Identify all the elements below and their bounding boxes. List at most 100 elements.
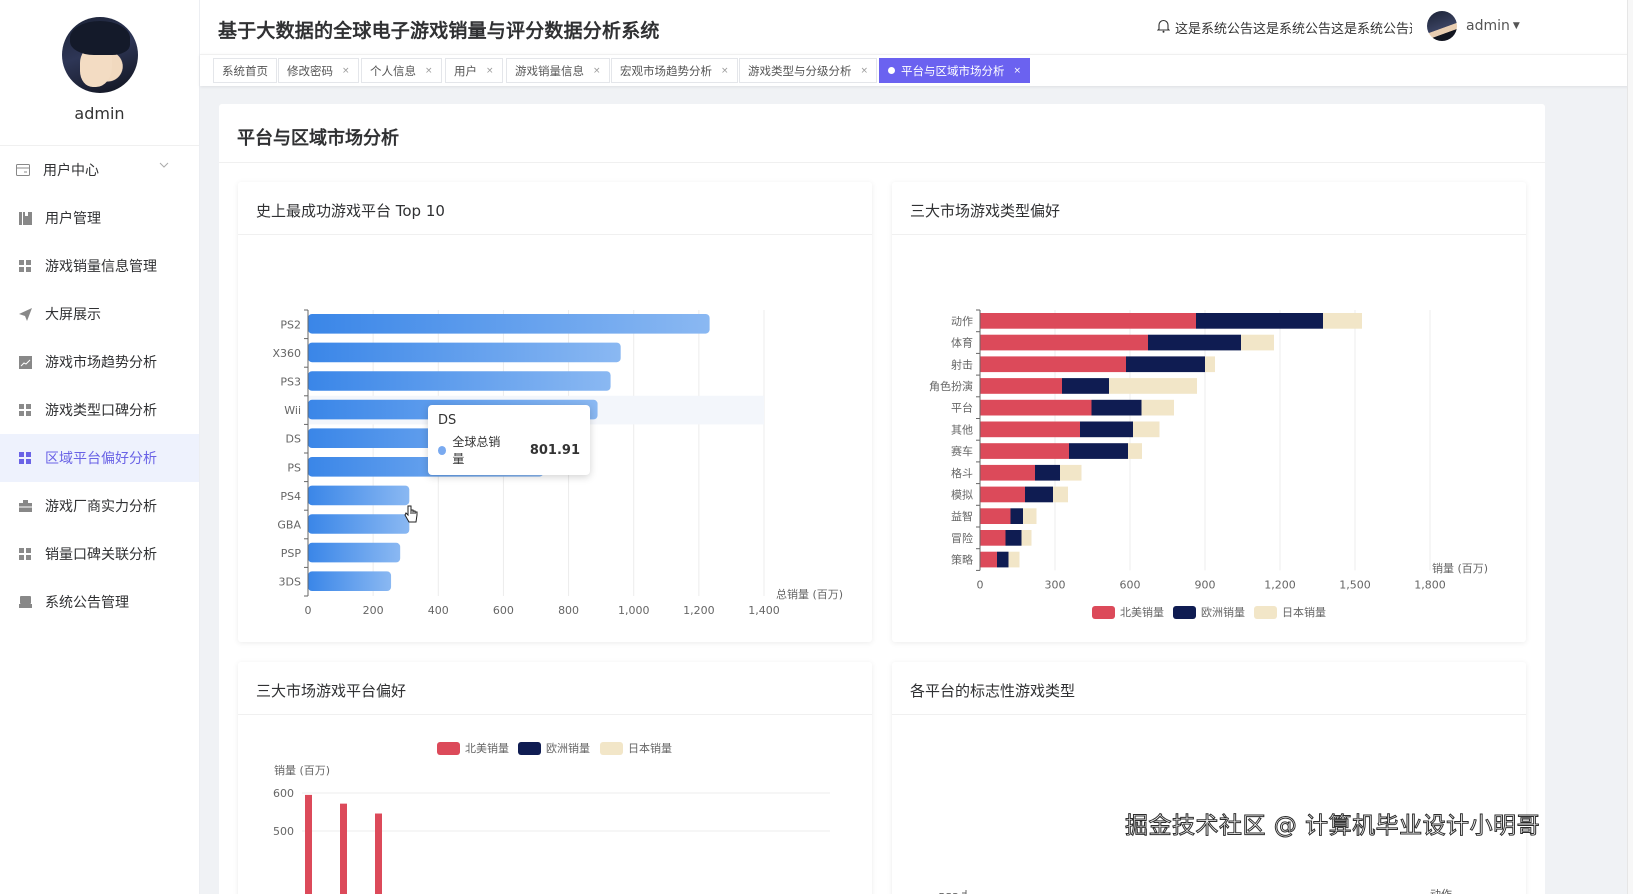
- user-name: admin: [1466, 18, 1510, 34]
- sidebar-item-label: 游戏市场趋势分析: [45, 355, 157, 371]
- tab-macro-trend[interactable]: 宏观市场趋势分析 ×: [611, 58, 738, 83]
- svg-text:1,200: 1,200: [683, 604, 715, 617]
- svg-text:600: 600: [1120, 578, 1141, 591]
- card-signature-genre: 各平台的标志性游戏类型 PS3X360DSPS4动作体育射击动作: [892, 662, 1526, 894]
- tab-label: 游戏类型与分级分析: [748, 63, 852, 78]
- sidebar-item-announcement[interactable]: 系统公告管理: [0, 578, 199, 626]
- sidebar-item-market-trend[interactable]: 游戏市场趋势分析: [0, 338, 199, 386]
- tab-label: 宏观市场趋势分析: [620, 63, 712, 78]
- sidebar-item-publisher-strength[interactable]: 游戏厂商实力分析: [0, 482, 199, 530]
- announcement-marquee[interactable]: 这是系统公告这是系统公告这是系统公告这: [1157, 18, 1412, 37]
- svg-text:平台: 平台: [951, 401, 973, 415]
- line-chart-icon: [18, 355, 32, 369]
- sidebar-item-user-center[interactable]: 用户中心: [0, 146, 199, 194]
- tab-label: 系统首页: [222, 63, 268, 78]
- sidebar-item-label: 游戏销量信息管理: [45, 259, 157, 275]
- close-icon[interactable]: ×: [486, 65, 494, 76]
- announcement-text: 这是系统公告这是系统公告这是系统公告这: [1175, 22, 1412, 37]
- user-dropdown[interactable]: admin ▼: [1427, 11, 1520, 41]
- divider: [892, 714, 1526, 715]
- svg-text:1,000: 1,000: [618, 604, 650, 617]
- tab-label: 个人信息: [370, 63, 416, 78]
- tab-change-password[interactable]: 修改密码 ×: [278, 58, 359, 83]
- svg-text:200: 200: [363, 604, 384, 617]
- svg-text:冒险: 冒险: [951, 531, 973, 545]
- svg-text:1,800: 1,800: [1414, 578, 1446, 591]
- close-icon[interactable]: ×: [1013, 65, 1022, 76]
- tab-sales-info[interactable]: 游戏销量信息 ×: [506, 58, 610, 83]
- sidebar-item-sales-reputation[interactable]: 销量口碑关联分析: [0, 530, 199, 578]
- close-icon[interactable]: ×: [593, 65, 601, 76]
- svg-text:600: 600: [493, 604, 514, 617]
- page-scrollbar[interactable]: [1627, 0, 1633, 894]
- svg-text:PSP: PSP: [281, 547, 302, 560]
- avatar: [1427, 11, 1457, 41]
- card-genre-preference: 三大市场游戏类型偏好 动作 体育 射击 角色扮演 平台 其他 赛车 格斗 模拟 益智 冒险 策略 0 3…: [892, 182, 1526, 642]
- grid-icon: [18, 259, 32, 273]
- sidebar-item-label: 销量口碑关联分析: [45, 547, 157, 563]
- divider: [238, 234, 872, 235]
- close-icon[interactable]: ×: [721, 65, 729, 76]
- sidebar-item-genre-reputation[interactable]: 游戏类型口碑分析: [0, 386, 199, 434]
- svg-text:欧洲销量: 欧洲销量: [1201, 605, 1245, 619]
- sidebar-item-label: 游戏类型口碑分析: [45, 403, 157, 419]
- tabs-bar: 系统首页 修改密码 × 个人信息 × 用户 × 游戏销量信息 × 宏观市场趋势分…: [200, 54, 1633, 86]
- svg-text:北美销量: 北美销量: [465, 741, 509, 755]
- tab-profile[interactable]: 个人信息 ×: [361, 58, 442, 83]
- svg-text:北美销量: 北美销量: [1120, 605, 1164, 619]
- signature-genre-chart[interactable]: PS3X360DSPS4动作体育射击动作: [892, 662, 1526, 894]
- close-icon[interactable]: ×: [860, 65, 869, 76]
- svg-text:400: 400: [428, 604, 449, 617]
- svg-text:模拟: 模拟: [951, 487, 973, 501]
- close-icon[interactable]: ×: [342, 65, 350, 76]
- sidebar-item-label: 区域平台偏好分析: [45, 451, 157, 467]
- svg-text:PS2: PS2: [280, 318, 301, 331]
- series-dot-icon: [438, 445, 447, 455]
- paper-plane-icon: [18, 307, 32, 321]
- avatar[interactable]: [61, 17, 138, 93]
- sidebar-item-big-screen[interactable]: 大屏展示: [0, 290, 199, 338]
- sidebar-item-label: 用户管理: [45, 211, 101, 227]
- svg-text:日本销量: 日本销量: [628, 741, 672, 755]
- sidebar-item-label: 大屏展示: [45, 307, 101, 323]
- svg-text:1,200: 1,200: [1264, 578, 1296, 591]
- watermark-text: 掘金技术社区 @ 计算机毕业设计小明哥: [1124, 813, 1541, 840]
- svg-text:体育: 体育: [951, 336, 973, 350]
- svg-text:500: 500: [273, 825, 294, 838]
- book-icon: [18, 211, 32, 225]
- top-header: 基于大数据的全球电子游戏销量与评分数据分析系统 这是系统公告这是系统公告这是系统…: [200, 0, 1633, 54]
- tab-label: 平台与区域市场分析: [901, 63, 1005, 78]
- sidebar-item-label: 用户中心: [43, 163, 99, 179]
- platform-bar-chart[interactable]: 北美销量 欧洲销量 日本销量 销量 (百万) 600 500: [238, 662, 872, 894]
- svg-text:动作: 动作: [1430, 888, 1452, 894]
- svg-text:销量 (百万): 销量 (百万): [274, 763, 330, 777]
- tab-users[interactable]: 用户 ×: [445, 58, 503, 83]
- active-dot-icon: [888, 67, 895, 74]
- close-icon[interactable]: ×: [425, 65, 433, 76]
- svg-text:射击: 射击: [951, 357, 973, 371]
- bell-icon: [1157, 19, 1171, 37]
- tab-platform-region[interactable]: 平台与区域市场分析 ×: [879, 58, 1031, 83]
- sidebar-item-sales-management[interactable]: 游戏销量信息管理: [0, 242, 199, 290]
- card-top10-platforms: 史上最成功游戏平台 Top 10 PS2 X360 PS3 Wii DS PS PS4 GBA…: [238, 182, 872, 642]
- tooltip-series: 全球总销量: [452, 435, 501, 466]
- svg-text:赛车: 赛车: [951, 444, 973, 458]
- profile-name: admin: [74, 104, 125, 123]
- page-title: 平台与区域市场分析: [237, 128, 399, 149]
- card-title: 史上最成功游戏平台 Top 10: [256, 202, 445, 220]
- sidebar-menu: 用户中心 用户管理 游戏销量信息管理 大屏展示 游戏市场趋势分析: [0, 146, 199, 626]
- tab-genre-rating[interactable]: 游戏类型与分级分析 ×: [739, 58, 878, 83]
- tab-home[interactable]: 系统首页: [213, 58, 277, 83]
- svg-text:PS3: PS3: [280, 376, 301, 389]
- chevron-down-icon: [159, 160, 169, 171]
- svg-text:3DS: 3DS: [279, 576, 301, 589]
- svg-text:GBA: GBA: [277, 519, 301, 532]
- grid-icon: [18, 451, 32, 465]
- sidebar-item-region-platform[interactable]: 区域平台偏好分析: [0, 434, 199, 482]
- sidebar-item-user-management[interactable]: 用户管理: [0, 194, 199, 242]
- sidebar: admin 用户中心 用户管理 游戏销量信息管理 大屏展示: [0, 0, 200, 894]
- svg-text:益智: 益智: [951, 509, 973, 523]
- top10-bar-chart[interactable]: PS2 X360 PS3 Wii DS PS PS4 GBA PSP 3DS 0 200 400 600…: [238, 182, 872, 642]
- svg-text:欧洲销量: 欧洲销量: [546, 741, 590, 755]
